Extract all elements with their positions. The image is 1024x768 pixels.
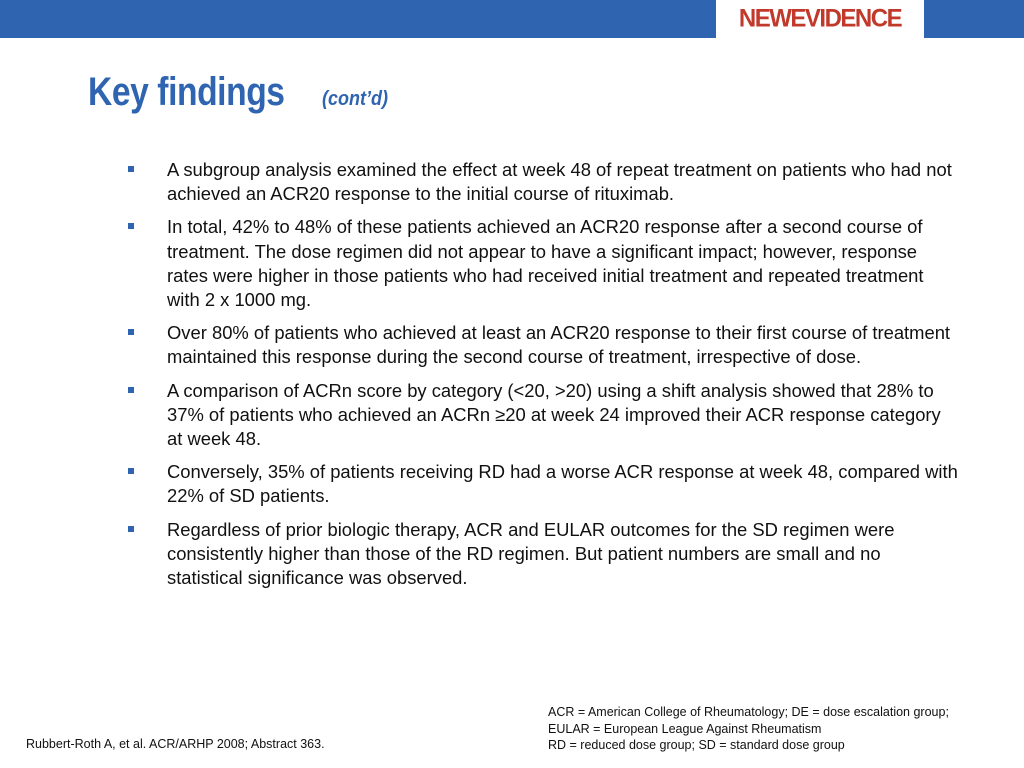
square-bullet-icon <box>128 223 134 230</box>
list-item: A comparison of ACRn score by category (… <box>128 379 958 452</box>
abbreviations-note: ACR = American College of Rheumatology; … <box>548 704 949 754</box>
bullet-text: In total, 42% to 48% of these patients a… <box>167 216 924 311</box>
slide-subtitle: (cont’d) <box>322 88 388 110</box>
bullet-text: A comparison of ACRn score by category (… <box>167 379 941 450</box>
list-item: A subgroup analysis examined the effect … <box>128 158 958 206</box>
slide-title-group: Key findings (cont’d) <box>88 70 388 115</box>
logo-text: NEWEVIDENCE <box>738 4 903 33</box>
abbreviation-line: RD = reduced dose group; SD = standard d… <box>548 738 845 752</box>
list-item: Regardless of prior biologic therapy, AC… <box>128 518 958 591</box>
bullet-text: Over 80% of patients who achieved at lea… <box>167 322 951 368</box>
bullet-text: Conversely, 35% of patients receiving RD… <box>167 461 958 507</box>
list-item: In total, 42% to 48% of these patients a… <box>128 215 958 312</box>
square-bullet-icon <box>128 329 134 336</box>
abbreviation-line: EULAR = European League Against Rheumati… <box>548 721 822 736</box>
citation: Rubbert-Roth A, et al. ACR/ARHP 2008; Ab… <box>26 737 325 751</box>
abbreviation-line: ACR = American College of Rheumatology; … <box>548 705 949 719</box>
slide-title: Key findings <box>88 70 285 114</box>
square-bullet-icon <box>128 468 134 475</box>
brand-logo: NEWEVIDENCE <box>716 0 924 38</box>
square-bullet-icon <box>128 166 134 172</box>
key-findings-list: A subgroup analysis examined the effect … <box>128 158 958 599</box>
bullet-text: A subgroup analysis examined the effect … <box>167 159 952 205</box>
square-bullet-icon <box>128 386 134 393</box>
square-bullet-icon <box>128 525 134 532</box>
list-item: Conversely, 35% of patients receiving RD… <box>128 460 958 508</box>
list-item: Over 80% of patients who achieved at lea… <box>128 321 958 369</box>
bullet-text: Regardless of prior biologic therapy, AC… <box>167 518 895 589</box>
